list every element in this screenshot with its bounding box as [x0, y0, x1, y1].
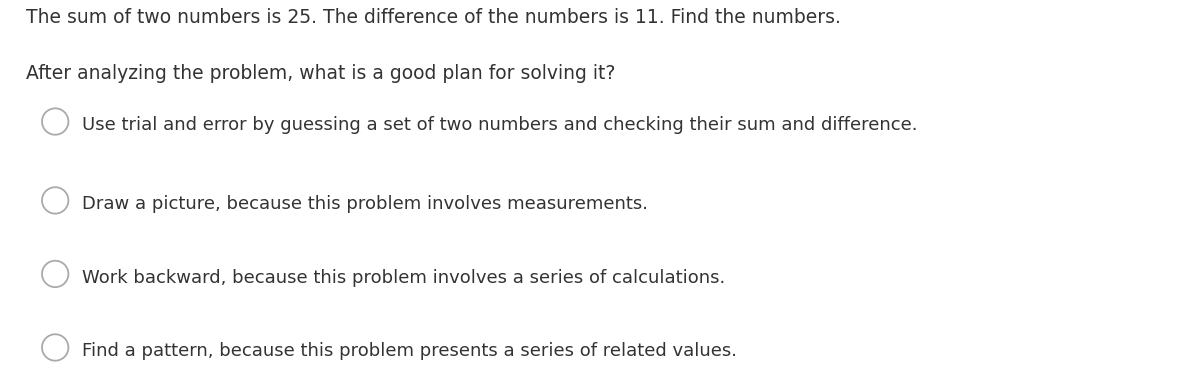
Text: Find a pattern, because this problem presents a series of related values.: Find a pattern, because this problem pre…	[82, 342, 737, 360]
Text: After analyzing the problem, what is a good plan for solving it?: After analyzing the problem, what is a g…	[26, 64, 616, 83]
Text: Use trial and error by guessing a set of two numbers and checking their sum and : Use trial and error by guessing a set of…	[82, 116, 917, 134]
Text: Work backward, because this problem involves a series of calculations.: Work backward, because this problem invo…	[82, 269, 725, 287]
Text: The sum of two numbers is 25. The difference of the numbers is 11. Find the numb: The sum of two numbers is 25. The differ…	[26, 8, 841, 27]
Text: Draw a picture, because this problem involves measurements.: Draw a picture, because this problem inv…	[82, 195, 648, 213]
